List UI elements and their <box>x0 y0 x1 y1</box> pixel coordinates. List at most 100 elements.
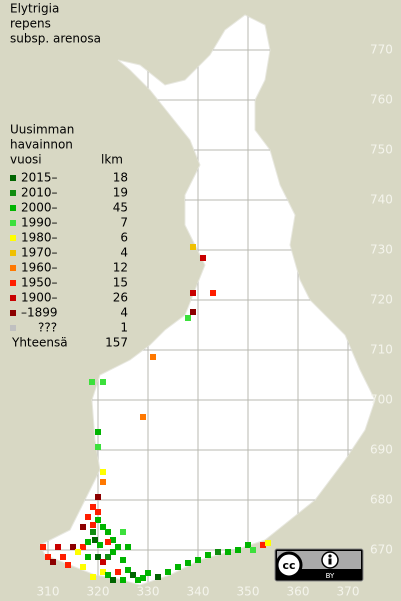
occurrence-square <box>120 577 126 583</box>
occurrence-square <box>55 544 61 550</box>
occurrence-square <box>120 529 126 535</box>
legend-label: ??? <box>38 321 57 335</box>
y-tick-label: 690 <box>370 443 393 457</box>
occurrence-square <box>60 554 66 560</box>
occurrence-square <box>110 537 116 543</box>
occurrence-square <box>265 540 271 546</box>
occurrence-square <box>195 557 201 563</box>
occurrence-square <box>105 539 111 545</box>
occurrence-square <box>175 564 181 570</box>
occurrence-square <box>90 504 96 510</box>
occurrence-square <box>235 547 241 553</box>
occurrence-square <box>150 354 156 360</box>
occurrence-square <box>260 542 266 548</box>
occurrence-square <box>80 564 86 570</box>
axis-labels: 310 320 330 340 350 360 370 670 680 690 700 710 720 7… <box>37 43 393 599</box>
occurrence-square <box>125 567 131 573</box>
legend-label: 1980– <box>21 231 58 245</box>
occurrence-square <box>215 549 221 555</box>
legend-header: havainnon <box>10 138 73 152</box>
occurrence-square <box>115 569 121 575</box>
occurrence-square <box>250 547 256 553</box>
legend-count: 7 <box>120 216 128 230</box>
occurrence-square <box>140 414 146 420</box>
x-tick-label: 330 <box>137 585 160 599</box>
legend-header: vuosi <box>10 153 42 167</box>
occurrence-square <box>80 524 86 530</box>
occurrence-square <box>97 542 103 548</box>
legend-label: 2000– <box>21 201 58 215</box>
occurrence-square <box>190 244 196 250</box>
legend-swatch <box>10 310 16 316</box>
x-tick-label: 360 <box>287 585 310 599</box>
legend-label: 1900– <box>21 291 58 305</box>
occurrence-square <box>185 560 191 566</box>
occurrence-square <box>80 544 86 550</box>
occurrence-square <box>120 557 126 563</box>
by-icon-head <box>328 554 332 558</box>
y-tick-label: 720 <box>370 293 393 307</box>
y-tick-label: 700 <box>370 393 393 407</box>
legend-label: –1899 <box>21 306 58 320</box>
occurrence-square <box>245 542 251 548</box>
y-tick-label: 740 <box>370 193 393 207</box>
legend-swatch <box>10 220 16 226</box>
occurrence-square <box>45 554 51 560</box>
occurrence-square <box>100 524 106 530</box>
occurrence-square <box>225 549 231 555</box>
occurrence-square <box>165 569 171 575</box>
legend-total: 157 <box>105 336 128 350</box>
cc-circle <box>275 551 303 579</box>
occurrence-square <box>100 559 106 565</box>
occurrence-square <box>135 577 141 583</box>
occurrence-square <box>140 575 146 581</box>
legend-swatch <box>10 250 16 256</box>
legend-swatch <box>10 280 16 286</box>
occurrence-square <box>155 574 161 580</box>
legend-label: 1960– <box>21 261 58 275</box>
occurrence-square <box>185 315 191 321</box>
by-text: BY <box>326 572 335 580</box>
y-tick-label: 670 <box>370 543 393 557</box>
occurrence-square <box>65 562 71 568</box>
legend-swatch <box>10 190 16 196</box>
legend-count: 4 <box>120 306 128 320</box>
occurrence-square <box>95 517 101 523</box>
occurrence-square <box>95 429 101 435</box>
occurrence-square <box>50 559 56 565</box>
legend-label: 1970– <box>21 246 58 260</box>
occurrence-square <box>210 290 216 296</box>
by-icon-body <box>328 558 332 565</box>
title-line: repens <box>10 17 51 31</box>
occurrence-square <box>90 529 96 535</box>
legend-label: 2010– <box>21 186 58 200</box>
occurrence-square <box>110 577 116 583</box>
legend-swatch <box>10 205 16 211</box>
occurrence-square <box>75 549 81 555</box>
legend-count: 15 <box>113 276 128 290</box>
occurrence-square <box>115 544 121 550</box>
legend-label: 2015– <box>21 171 58 185</box>
occurrence-square <box>90 574 96 580</box>
occurrence-square <box>40 544 46 550</box>
occurrence-square <box>85 514 91 520</box>
legend-count: 1 <box>120 321 128 335</box>
occurrence-square <box>95 494 101 500</box>
occurrence-square <box>190 290 196 296</box>
occurrence-square <box>70 544 76 550</box>
occurrence-square <box>110 549 116 555</box>
y-tick-label: 760 <box>370 93 393 107</box>
occurrence-square <box>145 570 151 576</box>
legend-count: 19 <box>113 186 128 200</box>
legend-swatch <box>10 265 16 271</box>
legend-label: 1950– <box>21 276 58 290</box>
occurrence-square <box>205 552 211 558</box>
x-tick-label: 310 <box>37 585 60 599</box>
legend-count: 18 <box>113 171 128 185</box>
occurrence-squares <box>40 244 271 583</box>
occurrence-square <box>125 544 131 550</box>
occurrence-square <box>89 379 95 385</box>
